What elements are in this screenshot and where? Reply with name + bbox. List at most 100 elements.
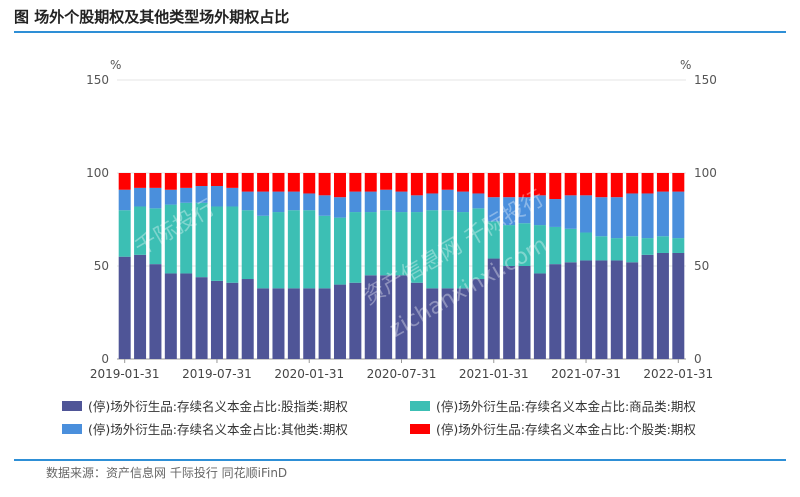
x-tick-label: 2021-07-31 <box>551 367 621 381</box>
bar-commodity <box>395 212 408 276</box>
bar-other <box>595 197 608 237</box>
bar-stock <box>287 173 300 192</box>
bar-stock <box>518 173 531 198</box>
bar-stock <box>595 173 608 198</box>
chart-title: 图 场外个股期权及其他类型场外期权占比 <box>14 8 290 26</box>
bar-index <box>656 252 669 359</box>
bar-index <box>318 288 331 359</box>
bar-commodity <box>241 210 254 280</box>
bar-commodity <box>410 212 423 283</box>
bar-other <box>226 187 239 207</box>
bar-commodity <box>672 238 685 253</box>
bar-stock <box>241 173 254 192</box>
bar-stock <box>426 173 439 194</box>
bar-commodity <box>180 202 193 274</box>
bar-index <box>303 288 316 359</box>
bar-commodity <box>210 206 223 281</box>
legend-swatch-commodity <box>410 400 430 411</box>
bar-commodity <box>318 215 331 289</box>
bar-index <box>272 288 285 359</box>
bar-stock <box>395 173 408 192</box>
bar-other <box>149 187 162 209</box>
bar-other <box>134 187 147 207</box>
bar-stock <box>656 173 669 192</box>
bar-other <box>318 195 331 216</box>
y-axis-unit-right: % <box>680 58 692 72</box>
legend-item-commodity: (停)场外衍生品:存续名义本金占比:商品类:期权 <box>410 396 696 415</box>
bar-other <box>241 191 254 211</box>
y-axis-unit-left: % <box>110 58 122 72</box>
bar-commodity <box>164 204 177 274</box>
bar-commodity <box>626 236 639 263</box>
bar-commodity <box>533 225 546 274</box>
bar-index <box>134 254 147 359</box>
bar-other <box>333 197 346 218</box>
bar-stock <box>257 173 270 192</box>
bar-index <box>472 279 485 359</box>
bar-other <box>672 191 685 239</box>
bar-other <box>549 199 562 227</box>
bar-other <box>349 191 362 213</box>
bar-index <box>210 280 223 359</box>
bar-commodity <box>487 221 500 259</box>
bar-other <box>610 197 623 239</box>
legend-swatch-other <box>62 423 82 434</box>
bar-other <box>533 195 546 226</box>
bar-index <box>457 288 470 359</box>
bar-index <box>149 264 162 359</box>
bar-index <box>533 273 546 359</box>
bar-commodity <box>364 212 377 276</box>
bar-commodity <box>549 226 562 265</box>
bar-commodity <box>380 210 393 276</box>
bar-other <box>210 186 223 207</box>
bar-index <box>441 288 454 359</box>
bar-index <box>503 266 516 359</box>
bar-commodity <box>656 236 669 253</box>
bar-stock <box>610 173 623 198</box>
bar-index <box>549 264 562 359</box>
bar-index <box>564 262 577 359</box>
bar-other <box>580 195 593 233</box>
bar-commodity <box>257 215 270 289</box>
bar-index <box>226 282 239 359</box>
x-tick-label: 2020-07-31 <box>367 367 437 381</box>
bar-other <box>272 191 285 213</box>
bar-other <box>503 197 516 226</box>
bar-stock <box>118 173 131 190</box>
y-tick-label-right: 100 <box>694 166 717 180</box>
bar-other <box>303 193 316 211</box>
bar-other <box>164 189 177 205</box>
bar-index <box>610 260 623 359</box>
bar-other <box>180 187 193 203</box>
bar-other <box>395 191 408 213</box>
bar-commodity <box>580 232 593 261</box>
footer-rule <box>14 459 786 461</box>
legend-label-other: (停)场外衍生品:存续名义本金占比:其他类:期权 <box>88 422 348 437</box>
bar-stock <box>564 173 577 196</box>
bar-other <box>564 195 577 229</box>
bar-other <box>457 191 470 213</box>
bar-index <box>180 273 193 359</box>
bar-stock <box>195 173 208 187</box>
bar-commodity <box>441 210 454 289</box>
y-tick-label-right: 50 <box>694 259 709 273</box>
bar-other <box>380 189 393 211</box>
bar-commodity <box>610 238 623 261</box>
bar-index <box>580 260 593 359</box>
header-rule <box>14 31 786 33</box>
bar-stock <box>318 173 331 196</box>
bar-other <box>364 191 377 213</box>
bar-index <box>164 273 177 359</box>
bar-stock <box>180 173 193 188</box>
legend-label-index: (停)场外衍生品:存续名义本金占比:股指类:期权 <box>88 399 348 414</box>
bar-commodity <box>503 225 516 266</box>
bar-commodity <box>118 210 131 257</box>
bar-index <box>518 266 531 359</box>
bar-stock <box>441 173 454 190</box>
bar-index <box>333 284 346 359</box>
bar-commodity <box>303 210 316 289</box>
bar-stock <box>626 173 639 194</box>
bar-index <box>395 275 408 359</box>
bar-stock <box>457 173 470 192</box>
